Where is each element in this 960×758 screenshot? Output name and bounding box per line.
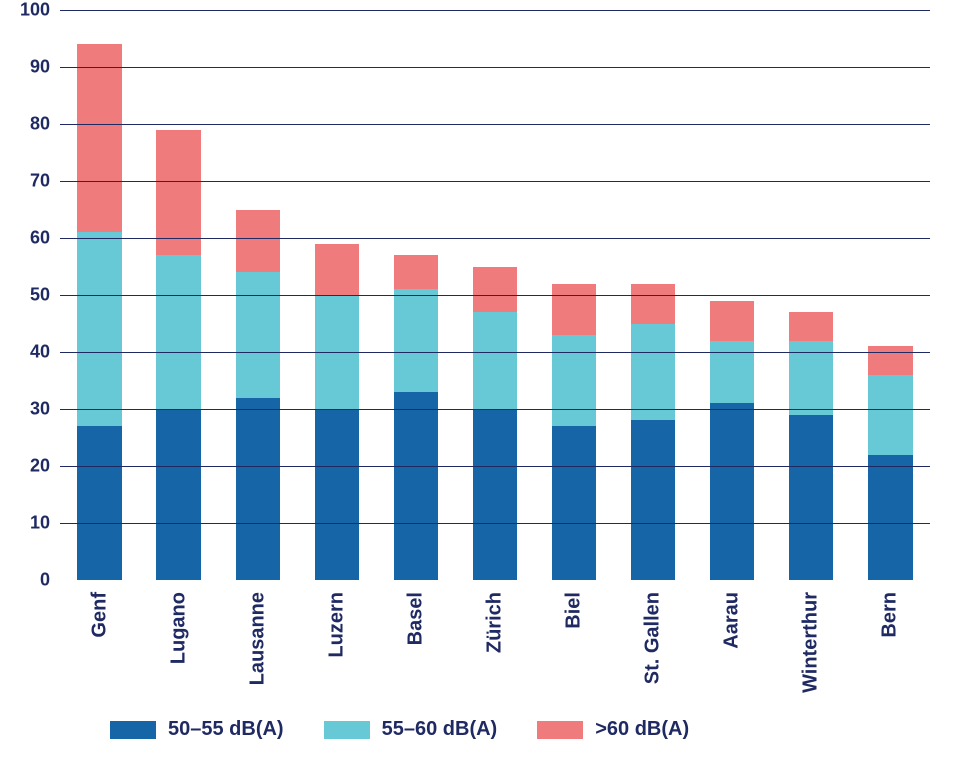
legend-swatch <box>537 721 583 739</box>
bar-segment <box>315 244 359 295</box>
legend-item: 50–55 dB(A) <box>110 718 284 741</box>
y-tick-label: 50 <box>30 285 60 306</box>
bar-segment <box>315 409 359 580</box>
bar-segment <box>631 284 675 324</box>
plot-area: GenfLuganoLausanneLuzernBaselZürichBielS… <box>60 10 930 580</box>
bar-segment <box>868 455 912 580</box>
bar-segment <box>77 232 121 426</box>
y-tick-label: 80 <box>30 114 60 135</box>
bar-segment <box>77 44 121 232</box>
gridline <box>60 10 930 11</box>
bar-segment <box>552 335 596 426</box>
y-tick-label: 40 <box>30 342 60 363</box>
bar-segment <box>868 346 912 375</box>
legend: 50–55 dB(A) 55–60 dB(A) >60 dB(A) <box>110 718 689 741</box>
x-tick-label: Biel <box>563 580 586 629</box>
bar-segment <box>710 403 754 580</box>
bar-segment <box>156 130 200 255</box>
gridline <box>60 466 930 467</box>
legend-item: 55–60 dB(A) <box>324 718 498 741</box>
bar-segment <box>236 210 280 273</box>
y-tick-label: 70 <box>30 171 60 192</box>
gridline <box>60 409 930 410</box>
legend-item: >60 dB(A) <box>537 718 689 741</box>
noise-stacked-bar-chart: Genf Lugano Lausanne Luzern Basel Zürich Biel S… <box>0 0 960 758</box>
x-tick-label: St. Gallen <box>642 580 665 684</box>
x-tick-label: Basel <box>404 580 427 645</box>
bar-segment <box>552 284 596 335</box>
y-tick-label: 10 <box>30 513 60 534</box>
legend-swatch <box>110 721 156 739</box>
y-tick-label: 100 <box>20 0 60 21</box>
bar-segment <box>473 312 517 409</box>
bar-segment <box>710 341 754 404</box>
gridline <box>60 238 930 239</box>
bar-segment <box>156 409 200 580</box>
gridline <box>60 352 930 353</box>
x-tick-label: Luzern <box>325 580 348 658</box>
bar-segment <box>156 255 200 409</box>
bar-segment <box>789 312 833 341</box>
x-tick-label: Genf <box>88 580 111 638</box>
bar-segment <box>473 409 517 580</box>
x-tick-label: Winterthur <box>800 580 823 693</box>
gridline <box>60 295 930 296</box>
gridline <box>60 523 930 524</box>
bar-segment <box>710 301 754 341</box>
legend-label: 50–55 dB(A) <box>168 718 284 741</box>
x-tick-label: Zürich <box>483 580 506 653</box>
legend-label: 55–60 dB(A) <box>382 718 498 741</box>
bar-segment <box>789 415 833 580</box>
bar-segment <box>552 426 596 580</box>
x-tick-label: Lugano <box>167 580 190 664</box>
x-tick-label: Bern <box>879 580 902 638</box>
y-tick-label: 90 <box>30 57 60 78</box>
bar-segment <box>473 267 517 313</box>
y-tick-label: 0 <box>40 570 60 591</box>
y-tick-label: 30 <box>30 399 60 420</box>
bar-segment <box>77 426 121 580</box>
y-tick-label: 20 <box>30 456 60 477</box>
bar-segment <box>868 375 912 455</box>
y-tick-label: 60 <box>30 228 60 249</box>
bar-segment <box>236 398 280 580</box>
gridline <box>60 181 930 182</box>
x-tick-label: Lausanne <box>246 580 269 685</box>
bar-segment <box>236 272 280 397</box>
bar-segment <box>394 255 438 289</box>
x-tick-label: Aarau <box>721 580 744 649</box>
legend-label: >60 dB(A) <box>595 718 689 741</box>
bar-segment <box>631 324 675 421</box>
bar-segment <box>631 420 675 580</box>
bar-segment <box>394 289 438 392</box>
legend-swatch <box>324 721 370 739</box>
gridline <box>60 124 930 125</box>
bar-segment <box>394 392 438 580</box>
gridline <box>60 67 930 68</box>
